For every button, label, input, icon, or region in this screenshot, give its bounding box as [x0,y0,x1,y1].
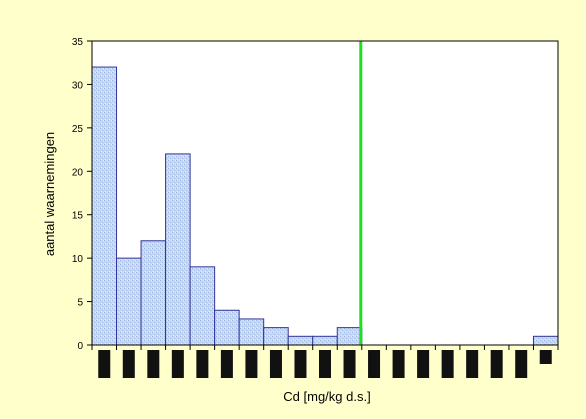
y-ticks-layer: 0 5 10 15 20 25 30 35 [72,37,92,352]
bar-6 [238,318,265,346]
x-tick-label-5 [220,350,233,378]
bars-layer [91,66,559,346]
y-tick-label-20: 20 [72,167,84,178]
y-tick-label-15: 15 [72,211,84,222]
bar-4 [189,266,216,346]
bar-5 [214,309,240,346]
x-tick-label-4 [196,350,209,378]
x-tick-label-14 [441,350,454,378]
bar-10 [336,327,363,346]
x-tick-label-11 [368,350,381,378]
bar-9 [312,335,338,346]
bar-18 [532,335,559,346]
bar-7 [263,327,289,346]
bar-0 [91,66,118,346]
bar-1 [116,257,142,346]
axes-layer [91,40,559,346]
x-tick-label-9 [319,350,331,378]
x-tick-label-16 [490,350,503,378]
x-tick-label-2 [147,350,160,378]
x-tick-label-1 [122,350,135,378]
x-ticks-layer [91,345,559,378]
x-tick-label-15 [466,350,479,378]
bar-2 [140,240,167,346]
x-tick-label-8 [294,350,307,378]
x-tick-label-6 [245,350,258,378]
x-tick-label-7 [269,350,282,378]
x-tick-label-18 [539,350,552,364]
y-tick-label-5: 5 [77,298,83,309]
y-tick-label-35: 35 [72,37,84,48]
x-tick-label-13 [417,350,430,378]
x-tick-label-12 [392,350,405,378]
plot-frame [91,40,559,346]
y-tick-label-25: 25 [72,124,84,135]
y-tick-label-0: 0 [77,341,83,352]
x-tick-label-3 [171,350,184,378]
y-tick-label-30: 30 [72,80,84,91]
x-tick-label-10 [343,350,356,378]
x-axis-label: Cd [mg/kg d.s.] [283,389,370,404]
bar-8 [287,335,314,346]
x-tick-label-17 [515,350,528,378]
y-tick-label-10: 10 [72,254,84,265]
bar-3 [165,153,191,346]
y-axis-label: aantal waarnemingen [42,132,57,256]
x-tick-label-0 [98,350,111,378]
